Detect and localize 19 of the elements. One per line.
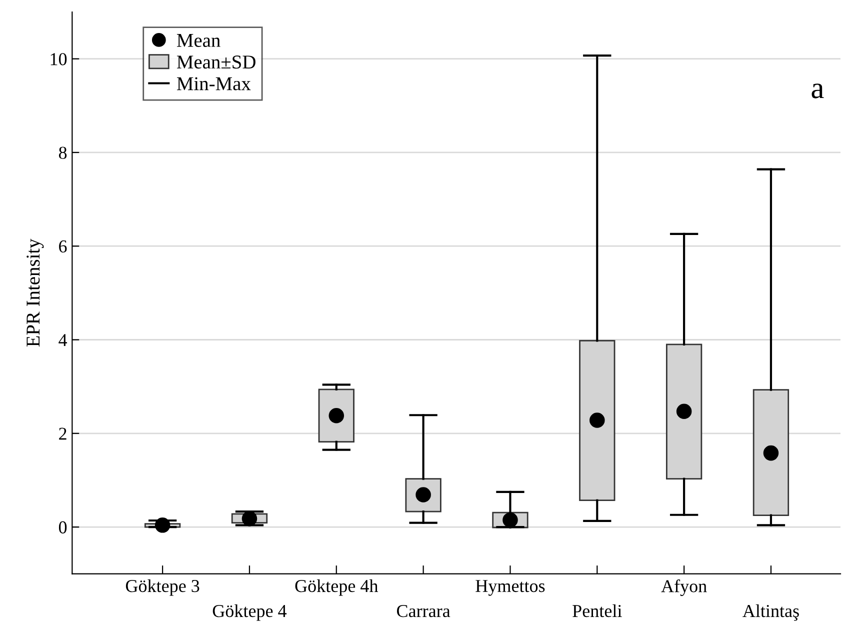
annotation: a — [812, 84, 824, 98]
annotation: Mean±SD — [176, 56, 256, 69]
y-tick-label: 2 — [59, 428, 66, 440]
y-axis-title: EPR Intensity — [26, 238, 44, 347]
annotation: Mean — [176, 34, 220, 47]
x-tick-label: Penteli — [572, 604, 622, 618]
x-tick-label: Carrara — [396, 604, 450, 618]
y-tick-label: 6 — [59, 240, 67, 253]
annotation: Min-Max — [176, 77, 251, 90]
y-tick-label: 0 — [58, 521, 67, 534]
y-tick-label: 10 — [50, 53, 67, 66]
x-tick-label: Afyon — [661, 579, 707, 596]
x-tick-label: Göktepe 3 — [126, 579, 200, 596]
y-tick-label: 8 — [58, 146, 67, 159]
x-tick-label: Hymettos — [476, 580, 545, 596]
y-tick-label: 4 — [58, 334, 68, 346]
x-tick-label: Altintaş — [742, 604, 799, 621]
x-tick-label: Göktepe 4 — [212, 604, 287, 621]
x-tick-label: Göktepe 4h — [295, 579, 378, 596]
